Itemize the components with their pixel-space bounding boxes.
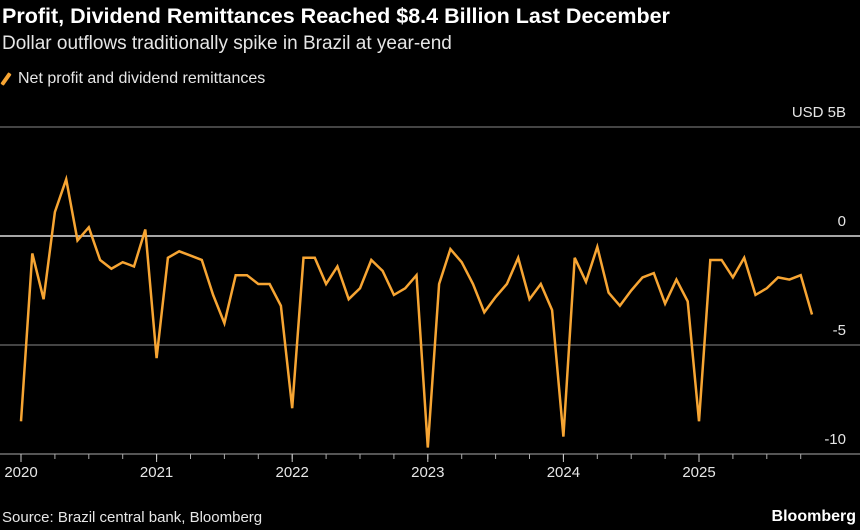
y-tick-label: -5 <box>833 322 846 339</box>
x-tick-label: 2020 <box>4 464 37 481</box>
series-line <box>19 174 814 448</box>
x-tick-label: 2024 <box>547 464 580 481</box>
x-tick-label: 2025 <box>682 464 715 481</box>
y-tick-label: 0 <box>838 213 846 230</box>
x-tick-label: 2023 <box>411 464 444 481</box>
bloomberg-logo: Bloomberg <box>771 508 856 525</box>
legend: Net profit and dividend remittances <box>0 70 266 88</box>
x-tick-label: 2021 <box>140 464 173 481</box>
y-tick-label: USD 5B <box>792 104 846 121</box>
chart-subtitle: Dollar outflows traditionally spike in B… <box>2 33 452 54</box>
legend-label: Net profit and dividend remittances <box>18 70 266 87</box>
chart-title: Profit, Dividend Remittances Reached $8.… <box>2 4 670 28</box>
y-tick-label: -10 <box>824 431 846 448</box>
x-tick-label: 2022 <box>276 464 309 481</box>
source-note: Source: Brazil central bank, Bloomberg <box>2 509 263 526</box>
